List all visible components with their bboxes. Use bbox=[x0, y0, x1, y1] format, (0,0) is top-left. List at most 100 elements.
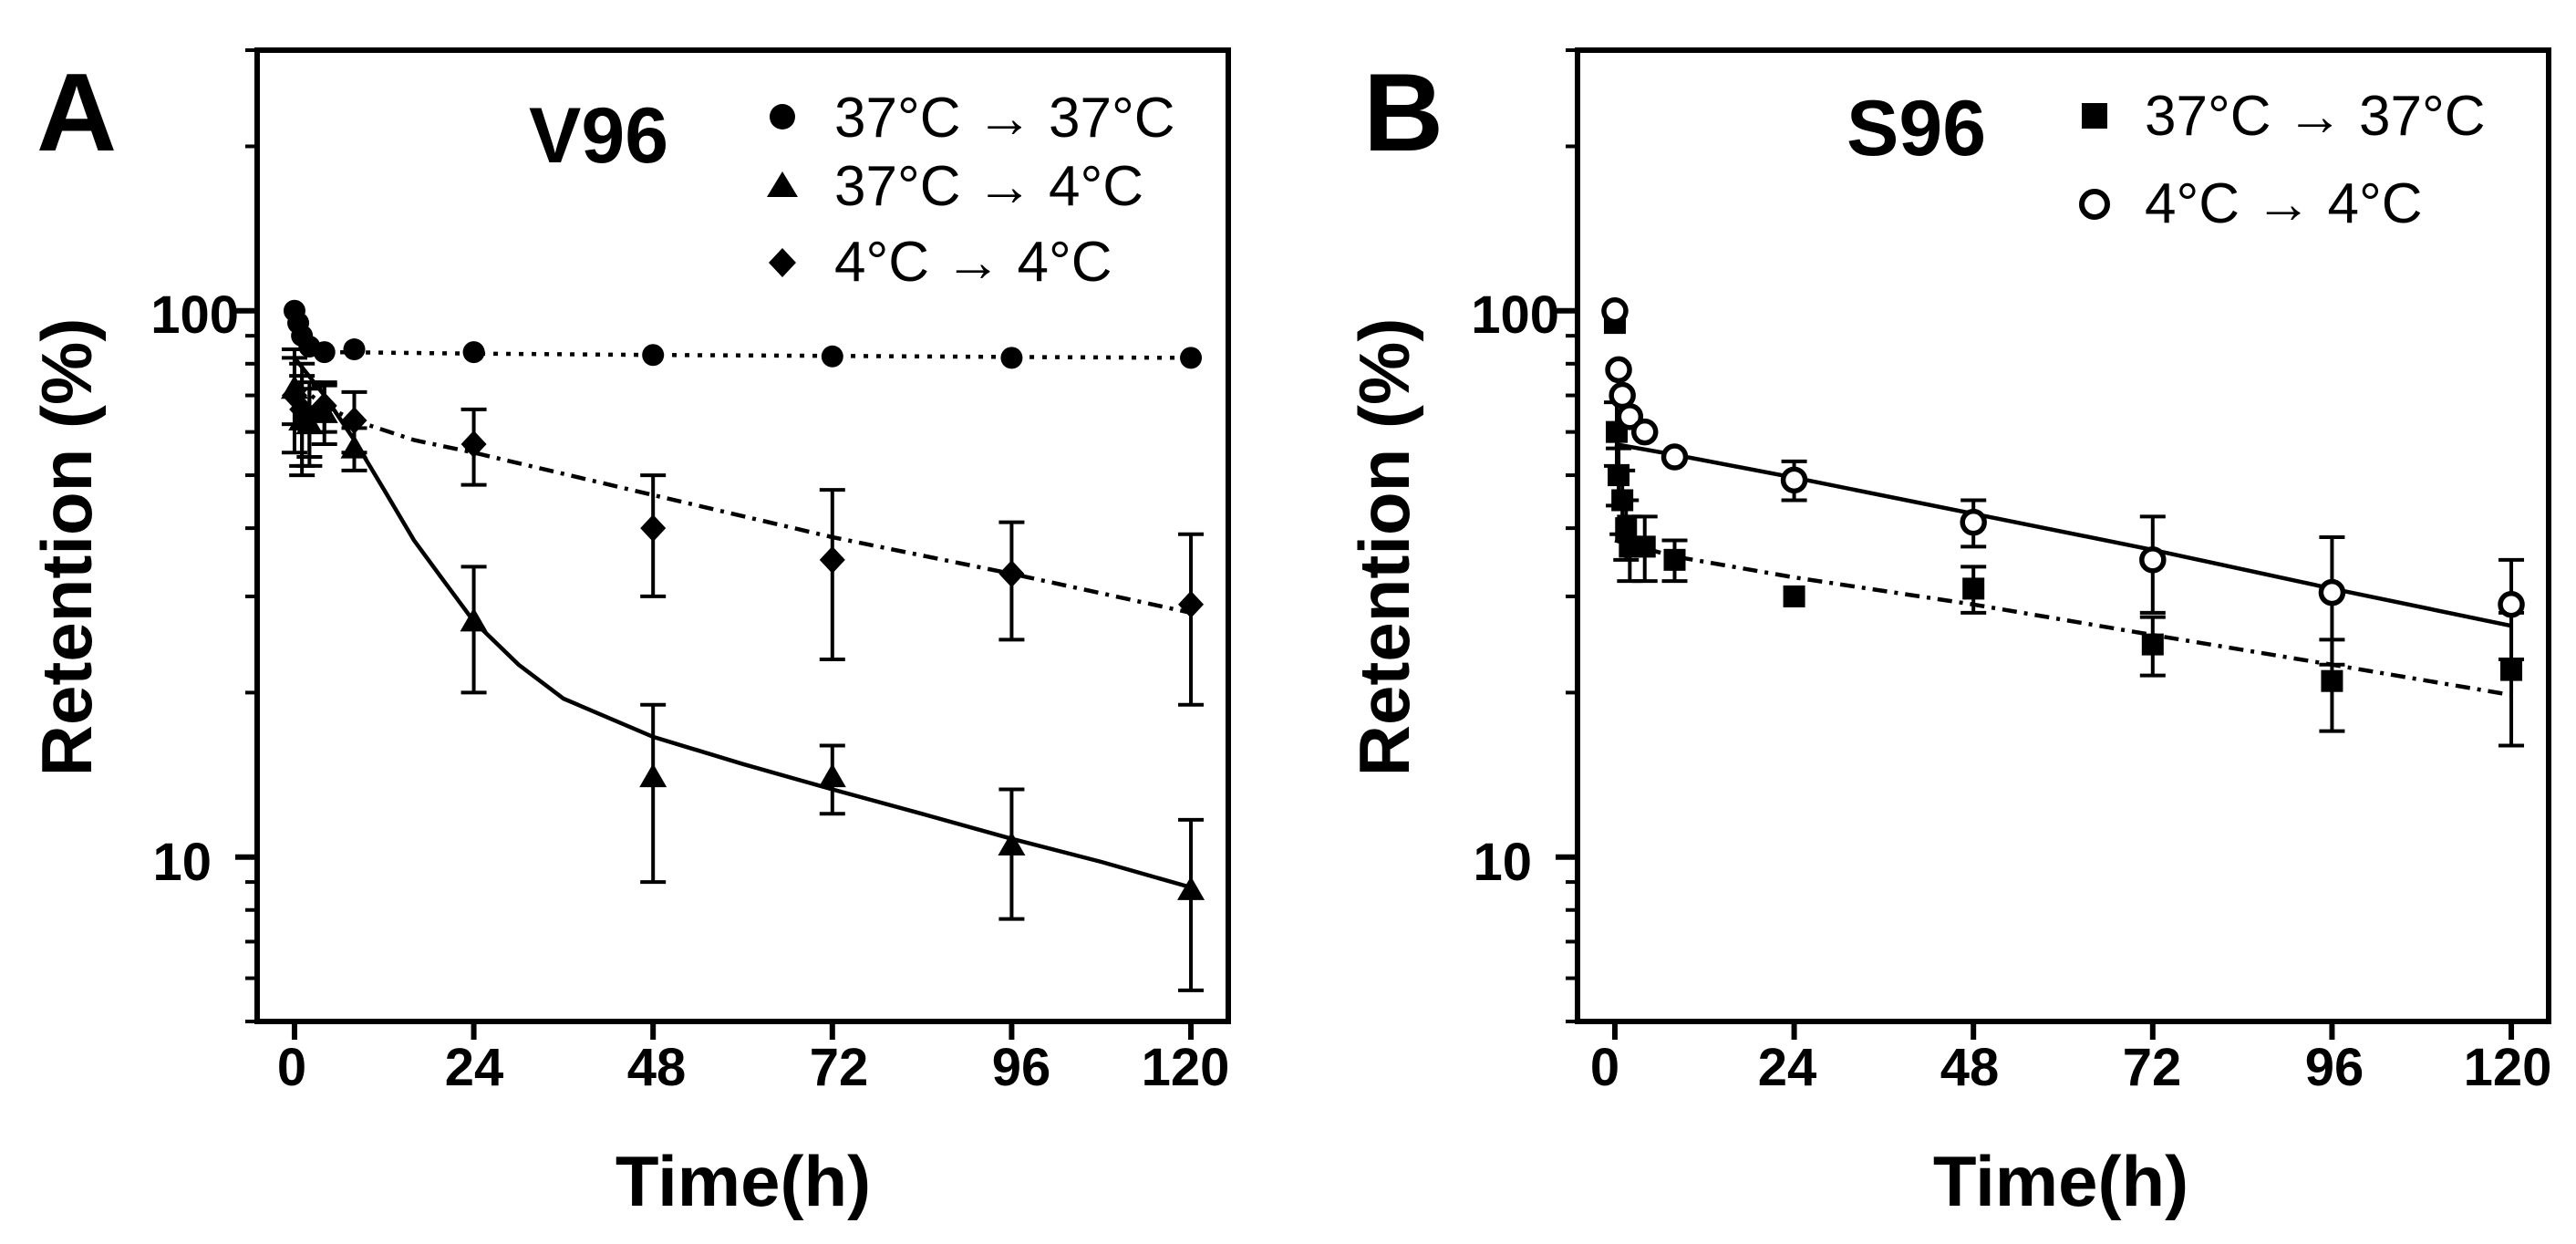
data-point-circle bbox=[1000, 347, 1023, 369]
x-tick-label: 120 bbox=[2464, 1038, 2552, 1097]
fit-line bbox=[1614, 441, 2512, 628]
data-point-triangle bbox=[818, 763, 846, 788]
x-tick-label: 72 bbox=[2123, 1038, 2182, 1097]
fit-line bbox=[293, 334, 1192, 360]
legend-marker-diamond bbox=[769, 248, 796, 277]
y-axis-label: Retention (%) bbox=[1344, 318, 1424, 777]
data-point-open-circle bbox=[1605, 356, 1632, 384]
data-point-diamond bbox=[819, 545, 845, 574]
legend-marker-circle bbox=[770, 104, 795, 130]
data-point-open-circle bbox=[1780, 466, 1808, 494]
data-point-diamond bbox=[998, 560, 1025, 588]
data-point-circle bbox=[1180, 347, 1203, 369]
y-tick-labels: 10 100 bbox=[1471, 285, 1559, 892]
data-point-open-circle bbox=[2498, 591, 2525, 618]
x-tick-label: 96 bbox=[2305, 1038, 2364, 1097]
data-point-circle bbox=[821, 345, 843, 368]
plot-frame bbox=[254, 47, 1231, 1024]
data-point-triangle bbox=[1177, 876, 1205, 900]
legend-label: 4°C → 4°C bbox=[2145, 172, 2423, 235]
x-tick-labels: 0 24 48 72 96 120 bbox=[1590, 1038, 2552, 1097]
data-point-diamond bbox=[460, 430, 487, 458]
legend-item: 4°C → 4°C bbox=[2079, 172, 2423, 235]
x-tick-labels: 0 24 48 72 96 120 bbox=[277, 1038, 1230, 1097]
panel-letter: A bbox=[36, 50, 117, 174]
plot-marks bbox=[235, 48, 1205, 1040]
x-tick-label: 24 bbox=[445, 1038, 504, 1097]
data-point-open-circle bbox=[1609, 381, 1636, 409]
data-point-diamond bbox=[640, 514, 667, 543]
legend-marker-square bbox=[2082, 103, 2107, 129]
data-point-triangle bbox=[998, 832, 1026, 856]
x-axis-label: Time(h) bbox=[616, 1141, 871, 1221]
data-point-circle bbox=[462, 341, 485, 364]
legend-marker-open-circle bbox=[2079, 189, 2110, 220]
x-tick-label: 0 bbox=[1590, 1038, 1619, 1097]
x-tick-label: 48 bbox=[627, 1038, 687, 1097]
data-point-open-circle bbox=[1960, 508, 1987, 536]
data-point-open-circle bbox=[1630, 418, 1659, 446]
legend-label: 37°C → 37°C bbox=[834, 87, 1175, 150]
fit-line bbox=[293, 380, 1192, 616]
data-point-circle bbox=[343, 338, 366, 361]
plot-marks bbox=[1556, 48, 2525, 1040]
y-tick-label: 10 bbox=[152, 833, 212, 892]
data-point-triangle bbox=[460, 607, 488, 632]
data-point-circle bbox=[313, 341, 336, 364]
x-tick-label: 24 bbox=[1758, 1038, 1817, 1097]
data-point-square bbox=[2500, 658, 2523, 681]
plot-frame bbox=[1575, 47, 2551, 1024]
x-axis-label: Time(h) bbox=[1933, 1141, 2188, 1221]
chart-title: V96 bbox=[529, 92, 668, 180]
data-point-circle bbox=[642, 344, 665, 367]
data-point-square bbox=[1611, 489, 1634, 512]
legend-item: 4°C → 4°C bbox=[769, 231, 1112, 294]
data-point-square bbox=[1615, 517, 1638, 540]
x-tick-label: 96 bbox=[992, 1038, 1051, 1097]
x-tick-label: 120 bbox=[1142, 1038, 1230, 1097]
legend: 37°C → 37°C 37°C → 4°C 4°C → 4°C bbox=[767, 87, 1175, 294]
x-tick-label: 0 bbox=[277, 1038, 306, 1097]
data-point-open-circle bbox=[2139, 546, 2167, 574]
data-point-square bbox=[2141, 633, 2164, 656]
legend-item: 37°C → 37°C bbox=[2082, 85, 2486, 148]
data-point-open-circle bbox=[1660, 443, 1689, 471]
error-bar bbox=[1178, 532, 1205, 707]
data-point-square bbox=[2321, 669, 2343, 692]
error-bar bbox=[640, 702, 667, 885]
chart-title: S96 bbox=[1847, 85, 1986, 172]
legend: 37°C → 37°C 4°C → 4°C bbox=[2079, 85, 2486, 235]
fit-line bbox=[293, 356, 1192, 890]
x-tick-label: 48 bbox=[1940, 1038, 2000, 1097]
legend-label: 37°C → 4°C bbox=[834, 155, 1143, 218]
data-point-open-circle bbox=[1616, 403, 1644, 430]
panel-a: A V96 37°C → 37°C 37°C → 4°C 4°C → 4°C T… bbox=[26, 47, 1231, 1221]
data-point-open-circle bbox=[2318, 578, 2346, 606]
legend-marker-triangle bbox=[767, 171, 798, 197]
data-point-diamond bbox=[341, 406, 367, 434]
fit-line bbox=[1614, 538, 2512, 698]
data-point-diamond bbox=[311, 391, 337, 420]
data-point-square bbox=[1608, 464, 1630, 487]
panel-letter: B bbox=[1363, 50, 1443, 174]
legend-item: 37°C → 37°C bbox=[770, 87, 1175, 150]
y-tick-label: 100 bbox=[1471, 285, 1559, 345]
y-axis-label: Retention (%) bbox=[26, 318, 107, 777]
legend-item: 37°C → 4°C bbox=[767, 155, 1143, 218]
data-point-triangle bbox=[639, 763, 667, 788]
y-tick-label: 10 bbox=[1473, 833, 1532, 892]
y-tick-label: 100 bbox=[150, 285, 239, 345]
y-tick-labels: 10 100 bbox=[150, 285, 239, 892]
data-point-square bbox=[1633, 535, 1656, 558]
data-point-square bbox=[1663, 548, 1686, 571]
error-bar bbox=[819, 488, 845, 662]
data-point-diamond bbox=[1178, 590, 1205, 618]
x-tick-label: 72 bbox=[810, 1038, 869, 1097]
data-point-square bbox=[1783, 585, 1805, 607]
legend-label: 4°C → 4°C bbox=[834, 231, 1112, 294]
panel-b: B S96 37°C → 37°C 4°C → 4°C Time(h) Rete… bbox=[1344, 47, 2552, 1221]
legend-label: 37°C → 37°C bbox=[2145, 85, 2486, 148]
error-bar bbox=[1178, 817, 1205, 992]
data-point-open-circle bbox=[1601, 297, 1629, 325]
